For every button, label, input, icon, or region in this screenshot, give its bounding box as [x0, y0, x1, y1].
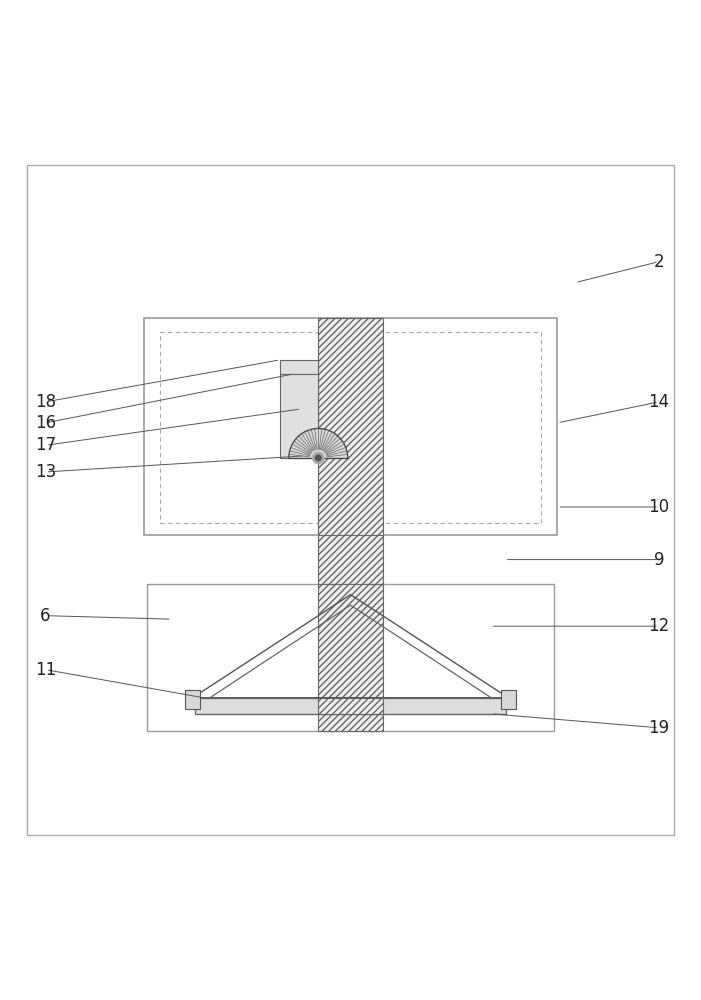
Text: 16: 16 [35, 414, 56, 432]
Bar [318, 318, 383, 714]
Text: 6: 6 [41, 607, 50, 625]
Text: 18: 18 [35, 393, 56, 411]
Bar [280, 374, 318, 458]
Bar [185, 690, 200, 709]
Text: 10: 10 [648, 498, 669, 516]
Bar [318, 698, 383, 714]
Bar [195, 698, 506, 714]
Circle shape [315, 455, 321, 461]
Polygon shape [289, 429, 348, 458]
Circle shape [313, 452, 324, 464]
Text: 17: 17 [35, 436, 56, 454]
Bar [280, 360, 318, 374]
Text: 19: 19 [648, 719, 669, 737]
Bar [501, 690, 516, 709]
Text: 2: 2 [653, 253, 665, 271]
Text: 12: 12 [648, 617, 669, 635]
Bar [147, 584, 554, 731]
Text: 11: 11 [35, 661, 56, 679]
Text: 9: 9 [654, 551, 664, 569]
Bar [160, 332, 541, 523]
Text: 14: 14 [648, 393, 669, 411]
Bar [318, 584, 383, 731]
Bar [144, 318, 557, 535]
Bar [318, 318, 383, 535]
Bar [318, 318, 383, 714]
Text: 13: 13 [35, 463, 56, 481]
